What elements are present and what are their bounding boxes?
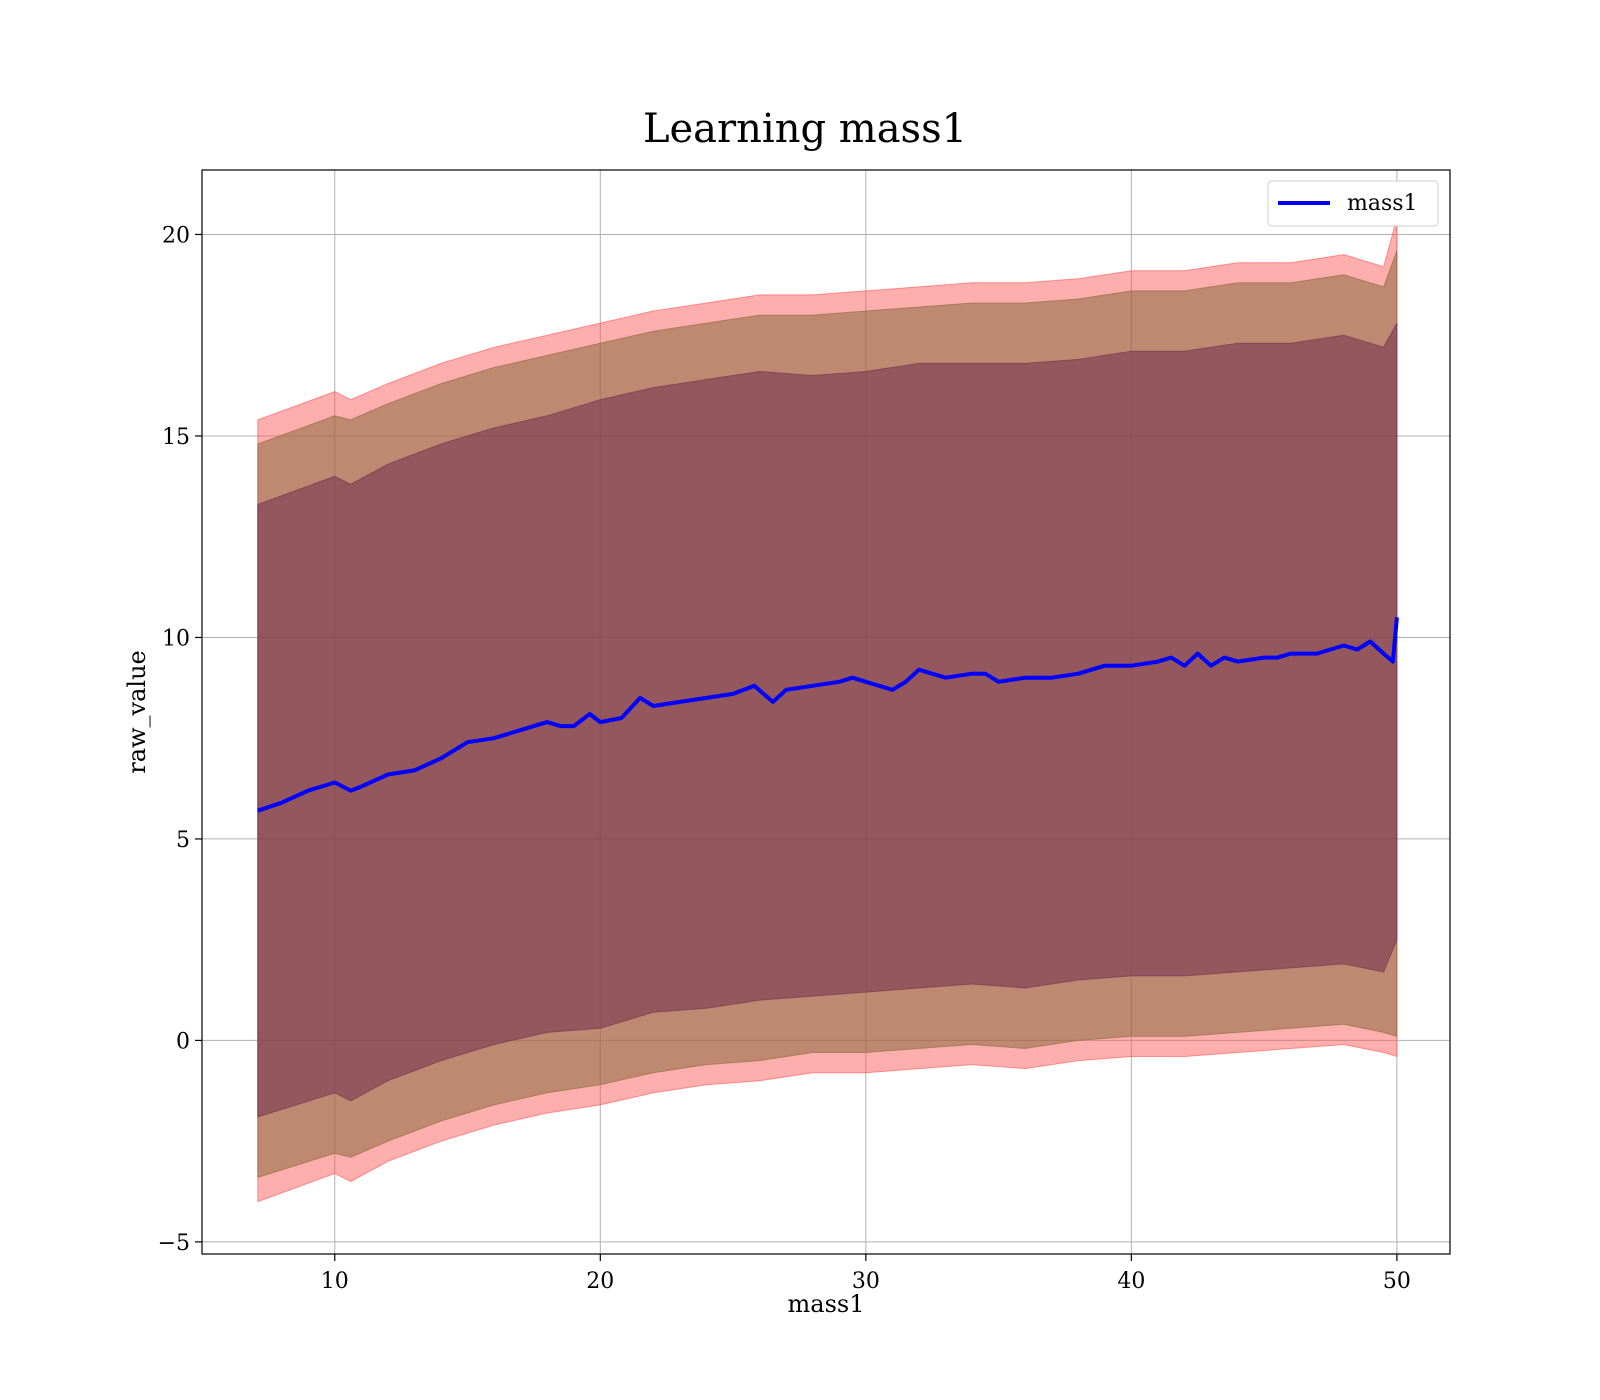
x-tick-label: 50 [1383,1269,1411,1294]
legend-box [1267,180,1439,227]
x-axis-label: mass1 [788,1290,865,1318]
plot-frame [201,169,1451,1255]
confidence-bands [257,218,1398,1203]
y-tick-label: 20 [162,223,190,248]
x-tick-label: 20 [586,1269,614,1294]
x-tick-label: 30 [852,1269,880,1294]
y-tick-label: 5 [176,828,190,853]
chart-title: Learning mass1 [643,106,967,152]
band-inner [257,322,1398,1118]
y-tick-label: −5 [158,1231,190,1256]
y-tick-label: 0 [176,1029,190,1054]
y-axis-label: raw_value [123,650,151,774]
x-tick-label: 40 [1117,1269,1145,1294]
legend: mass1 [1267,180,1439,227]
y-tick-label: 10 [162,626,190,651]
series-line-mass1 [257,617,1399,813]
y-axis-ticks: −5 0 5 10 15 20 [158,223,202,1256]
x-axis-ticks: 10 20 30 40 50 [321,1254,1411,1294]
legend-label-mass1: mass1 [1347,191,1418,216]
series-lines [257,617,1399,813]
x-tick-label: 10 [321,1269,349,1294]
y-tick-label: 15 [162,425,190,450]
